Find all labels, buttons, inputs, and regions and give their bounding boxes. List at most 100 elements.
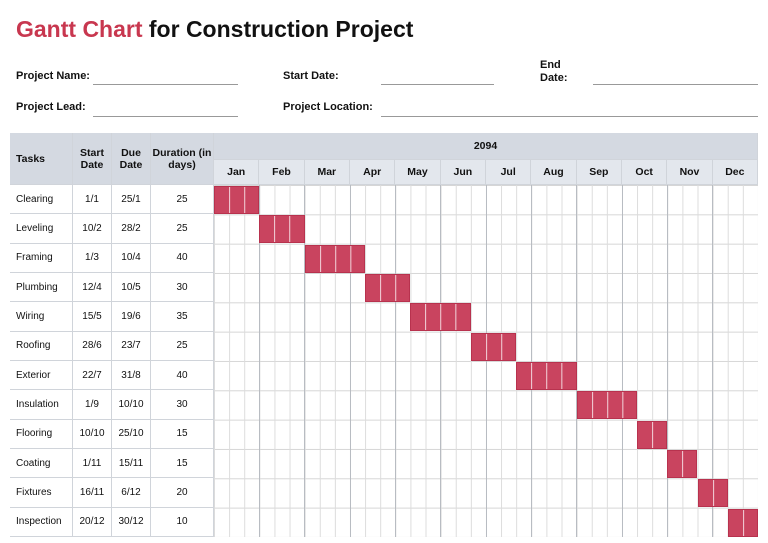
table-cell: 25 [151, 214, 214, 244]
task-bar [470, 332, 517, 361]
table-cell: 1/9 [73, 390, 112, 420]
table-cell: 31/8 [112, 361, 151, 391]
table-cell: 28/6 [73, 331, 112, 361]
table-cell: 25 [151, 185, 214, 215]
table-cell: Exterior [10, 361, 73, 391]
table-cell: 30/12 [112, 507, 151, 537]
table-cell: Leveling [10, 214, 73, 244]
field-line [93, 116, 238, 117]
month-header: Dec [712, 160, 758, 185]
table-cell: 15 [151, 419, 214, 449]
month-header: Jun [440, 160, 486, 185]
month-header: May [395, 160, 441, 185]
column-header: Duration (in days) [151, 133, 214, 185]
month-header: Jul [486, 160, 532, 185]
month-header: Jan [214, 160, 260, 185]
column-header: Tasks [10, 133, 73, 185]
table-cell: 1/1 [73, 185, 112, 215]
field-line [381, 84, 494, 85]
task-bar [576, 391, 638, 420]
task-bar [637, 420, 668, 449]
table-cell: Coating [10, 449, 73, 479]
task-bar [727, 508, 758, 537]
table-cell: 25 [151, 331, 214, 361]
table-cell: Clearing [10, 185, 73, 215]
month-divider [485, 185, 487, 537]
table-cell: Inspection [10, 507, 73, 537]
month-header: Nov [667, 160, 713, 185]
table-cell: 40 [151, 361, 214, 391]
table-cell: 16/11 [73, 478, 112, 508]
field-label: Start Date: [283, 70, 339, 82]
task-bar [516, 362, 577, 390]
field-label: Project Location: [283, 101, 373, 113]
month-header: Sep [576, 160, 622, 185]
table-cell: 10/5 [112, 273, 151, 303]
table-cell: 6/12 [112, 478, 151, 508]
month-divider [530, 185, 532, 537]
month-divider [576, 185, 578, 537]
table-cell: 28/2 [112, 214, 151, 244]
table-cell: 10/2 [73, 214, 112, 244]
table-cell: 10/10 [112, 390, 151, 420]
table-cell: 20/12 [73, 507, 112, 537]
task-bar [410, 303, 471, 332]
table-cell: Plumbing [10, 273, 73, 303]
table-cell: Roofing [10, 331, 73, 361]
month-divider [712, 185, 714, 537]
table-cell: 15/11 [112, 449, 151, 479]
month-divider [349, 185, 351, 537]
task-bar [259, 215, 305, 244]
title-highlight: Gantt Chart [16, 16, 143, 42]
task-bar [214, 186, 260, 214]
task-bar [697, 479, 728, 508]
table-cell: 40 [151, 243, 214, 273]
table-cell: 10/4 [112, 243, 151, 273]
task-bar [304, 244, 366, 273]
month-header: Mar [304, 160, 350, 185]
table-cell: 25/1 [112, 185, 151, 215]
table-cell: 1/11 [73, 449, 112, 479]
field-label: End Date: [540, 59, 568, 84]
month-divider [304, 185, 306, 537]
table-cell: 12/4 [73, 273, 112, 303]
table-cell: 22/7 [73, 361, 112, 391]
field-line [381, 116, 758, 117]
field-line [93, 84, 238, 85]
month-divider [621, 185, 623, 537]
table-cell: 30 [151, 273, 214, 303]
table-cell: 10/10 [73, 419, 112, 449]
month-divider [666, 185, 668, 537]
table-cell: 19/6 [112, 302, 151, 332]
table-cell: 25/10 [112, 419, 151, 449]
month-header: Apr [350, 160, 396, 185]
table-cell: 10 [151, 507, 214, 537]
table-cell: Flooring [10, 419, 73, 449]
month-divider [394, 185, 396, 537]
field-line [593, 84, 758, 85]
column-header: Start Date [73, 133, 112, 185]
table-cell: 30 [151, 390, 214, 420]
table-cell: 20 [151, 478, 214, 508]
table-cell: 15 [151, 449, 214, 479]
field-label: Project Lead: [16, 101, 86, 113]
year-header: 2094 [214, 133, 758, 160]
table-cell: Insulation [10, 390, 73, 420]
month-divider [258, 185, 260, 537]
table-cell: Fixtures [10, 478, 73, 508]
month-header: Oct [622, 160, 668, 185]
title: Gantt Chart for Construction Project [16, 16, 413, 43]
table-cell: Wiring [10, 302, 73, 332]
task-bar [365, 274, 411, 302]
field-label: Project Name: [16, 70, 90, 82]
month-header: Aug [531, 160, 577, 185]
table-cell: 35 [151, 302, 214, 332]
table-cell: 15/5 [73, 302, 112, 332]
task-bar [667, 450, 698, 478]
table-cell: 1/3 [73, 243, 112, 273]
table-cell: Framing [10, 243, 73, 273]
month-header: Feb [259, 160, 305, 185]
title-rest: for Construction Project [148, 16, 414, 42]
month-divider [440, 185, 442, 537]
